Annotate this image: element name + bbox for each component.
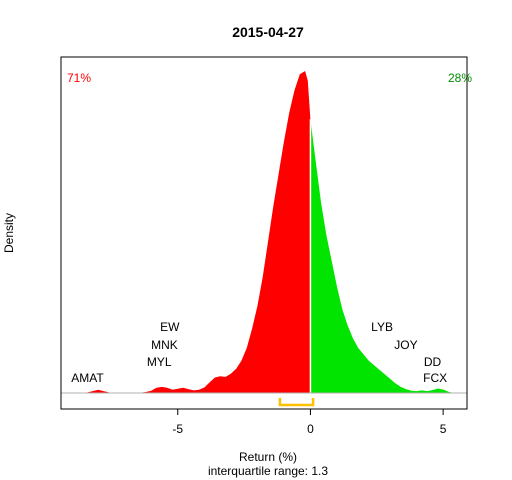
chart-title: 2015-04-27 [232,24,304,40]
x-tick-label: -5 [172,422,183,436]
x-axis: -5 0 5 [172,398,447,436]
plot-frame [60,56,468,410]
annotation-myl: MYL [147,355,172,369]
x-axis-label: Return (%) [239,450,297,464]
pct-positive-label: 28% [448,71,472,85]
iqr-bracket [278,398,315,407]
density-areas [61,71,467,394]
annotation-fcx: FCX [423,371,447,385]
y-axis-label: Density [2,213,16,253]
positive-density-area [310,119,454,394]
x-tick-label: 0 [307,422,314,436]
annotation-joy: JOY [394,338,417,352]
annotation-ew: EW [160,320,180,334]
annotation-mnk: MNK [151,338,178,352]
annotation-lyb: LYB [371,320,393,334]
iqr-label: interquartile range: 1.3 [208,464,328,478]
x-tick-label: 5 [440,422,447,436]
annotation-amat: AMAT [71,371,104,385]
annotation-dd: DD [424,355,442,369]
pct-negative-label: 71% [67,71,91,85]
negative-density-area [84,71,311,393]
